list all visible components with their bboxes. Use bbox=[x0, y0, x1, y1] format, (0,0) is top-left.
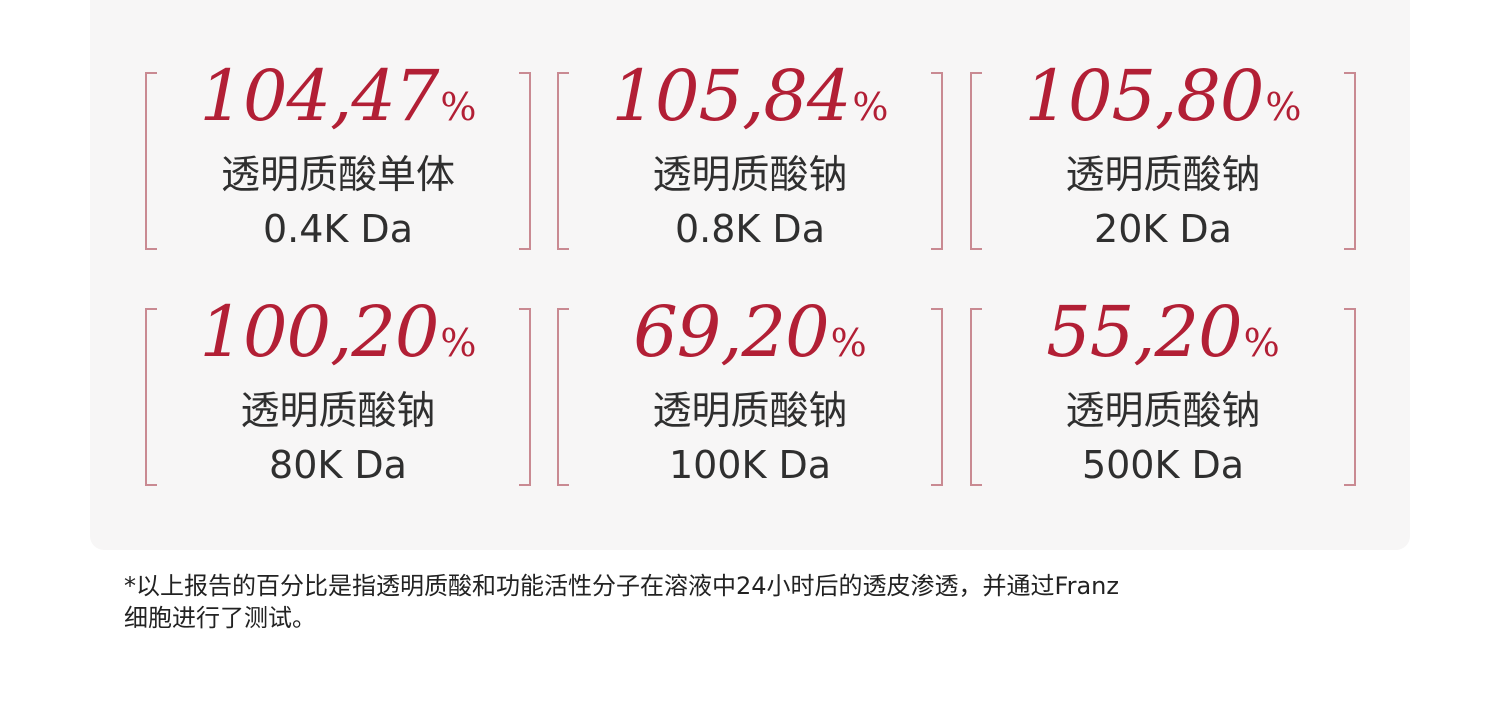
molecular-weight: 500K Da bbox=[1081, 443, 1245, 487]
percentage-value: 55,20% bbox=[1046, 291, 1280, 373]
result-card: 104,47% 透明质酸单体 0.4K Da bbox=[145, 56, 531, 251]
result-card: 100,20% 透明质酸钠 80K Da bbox=[145, 292, 531, 487]
left-bracket bbox=[557, 72, 569, 250]
left-bracket bbox=[970, 308, 982, 486]
results-panel bbox=[90, 0, 1410, 550]
right-bracket bbox=[931, 308, 943, 486]
right-bracket bbox=[1344, 308, 1356, 486]
right-bracket bbox=[519, 308, 531, 486]
percentage-value: 105,80% bbox=[1024, 55, 1302, 137]
ingredient-name: 透明质酸钠 bbox=[652, 153, 848, 198]
percentage-value: 105,84% bbox=[611, 55, 889, 137]
percentage-value: 100,20% bbox=[199, 291, 477, 373]
ingredient-name: 透明质酸钠 bbox=[652, 389, 848, 434]
right-bracket bbox=[1344, 72, 1356, 250]
molecular-weight: 0.8K Da bbox=[675, 207, 825, 251]
ingredient-name: 透明质酸钠 bbox=[1065, 153, 1261, 198]
result-card: 55,20% 透明质酸钠 500K Da bbox=[970, 292, 1356, 487]
result-card: 69,20% 透明质酸钠 100K Da bbox=[557, 292, 943, 487]
molecular-weight: 80K Da bbox=[269, 443, 407, 487]
percentage-value: 69,20% bbox=[633, 291, 867, 373]
result-card: 105,84% 透明质酸钠 0.8K Da bbox=[557, 56, 943, 251]
ingredient-name: 透明质酸单体 bbox=[220, 153, 455, 198]
left-bracket bbox=[970, 72, 982, 250]
ingredient-name: 透明质酸钠 bbox=[1065, 389, 1261, 434]
molecular-weight: 20K Da bbox=[1094, 207, 1232, 251]
footnote-line: *以上报告的百分比是指透明质酸和功能活性分子在溶液中24小时后的透皮渗透，并通过… bbox=[124, 572, 1119, 600]
molecular-weight: 0.4K Da bbox=[263, 207, 413, 251]
footnote-line: 细胞进行了测试。 bbox=[124, 604, 316, 632]
left-bracket bbox=[145, 308, 157, 486]
molecular-weight: 100K Da bbox=[668, 443, 832, 487]
footnote: *以上报告的百分比是指透明质酸和功能活性分子在溶液中24小时后的透皮渗透，并通过… bbox=[124, 570, 1384, 634]
percentage-value: 104,47% bbox=[199, 55, 477, 137]
right-bracket bbox=[931, 72, 943, 250]
left-bracket bbox=[145, 72, 157, 250]
ingredient-name: 透明质酸钠 bbox=[240, 389, 436, 434]
left-bracket bbox=[557, 308, 569, 486]
result-card: 105,80% 透明质酸钠 20K Da bbox=[970, 56, 1356, 251]
right-bracket bbox=[519, 72, 531, 250]
